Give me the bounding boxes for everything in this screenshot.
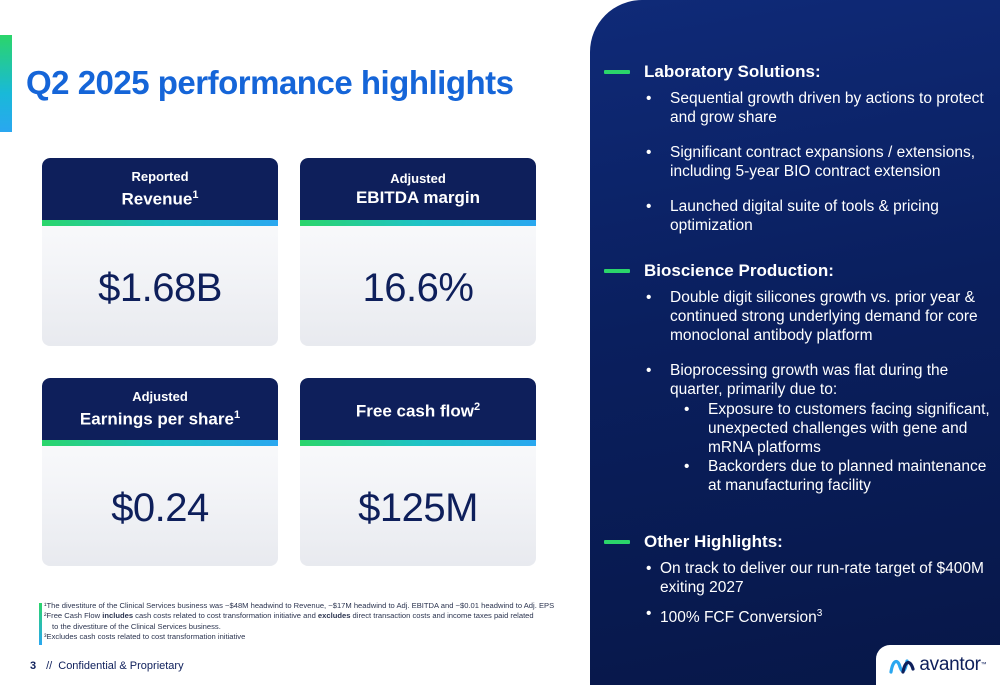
list-item: Significant contract expansions / extens…	[646, 143, 996, 181]
card-label: Earnings per share1	[79, 408, 241, 429]
footnote-3: ³Excludes cash costs related to cost tra…	[44, 632, 246, 642]
footnote-2: ²Free Cash Flow includes cash costs rela…	[44, 611, 534, 621]
logo: avantor ™	[876, 645, 1000, 685]
card-header: Adjusted EBITDA margin	[300, 158, 536, 220]
list-item: Sequential growth driven by actions to p…	[646, 89, 996, 127]
page-title: Q2 2025 performance highlights	[26, 64, 514, 101]
card-ebitda-margin: Adjusted EBITDA margin 16.6%	[300, 158, 536, 346]
page-number: 3	[30, 660, 37, 672]
section-dash	[604, 540, 630, 544]
section-title: Bioscience Production:	[644, 261, 834, 280]
list-item: Bioprocessing growth was flat during the…	[646, 361, 996, 495]
section-title: Other Highlights:	[644, 532, 783, 551]
section-title: Laboratory Solutions:	[644, 62, 821, 81]
list-item: On track to deliver our run-rate target …	[646, 559, 996, 597]
footer-label: Confidential & Proprietary	[58, 660, 184, 672]
section-other-highlights: Other Highlights: On track to deliver ou…	[604, 531, 996, 627]
logo-trademark: ™	[980, 662, 987, 668]
section-dash	[604, 269, 630, 273]
card-value: $1.68B	[98, 266, 222, 310]
sub-list-item: Backorders due to planned maintenance at…	[684, 457, 996, 495]
card-stripe	[42, 220, 278, 226]
card-stripe	[42, 440, 278, 446]
card-value: 16.6%	[362, 266, 474, 310]
footer: 3 // Confidential & Proprietary	[30, 660, 184, 672]
card-free-cash-flow: Free cash flow2 $125M	[300, 378, 536, 566]
list-item: Launched digital suite of tools & pricin…	[646, 197, 996, 235]
logo-text: avantor	[919, 654, 981, 675]
card-label: Revenue1	[121, 188, 199, 209]
card-header: Reported Revenue1	[42, 158, 278, 220]
card-value: $125M	[358, 486, 478, 530]
card-stripe	[300, 440, 536, 446]
card-label: Free cash flow2	[355, 400, 481, 421]
card-header: Free cash flow2	[300, 378, 536, 440]
footnote-2-cont: to the divestiture of the Clinical Servi…	[52, 621, 221, 631]
card-sublabel: Adjusted	[132, 388, 188, 404]
card-revenue: Reported Revenue1 $1.68B	[42, 158, 278, 346]
card-eps: Adjusted Earnings per share1 $0.24	[42, 378, 278, 566]
card-stripe	[300, 220, 536, 226]
card-sublabel: Adjusted	[390, 170, 446, 186]
card-header: Adjusted Earnings per share1	[42, 378, 278, 440]
card-label: EBITDA margin	[355, 187, 481, 207]
sub-list-item: Exposure to customers facing significant…	[684, 400, 996, 457]
footnotes: ¹The divestiture of the Clinical Service…	[39, 601, 584, 645]
section-bioscience-production: Bioscience Production: Double digit sili…	[604, 260, 996, 495]
footnote-accent-bar	[39, 603, 42, 645]
highlights-panel: Laboratory Solutions: Sequential growth …	[590, 0, 1000, 685]
list-item: Double digit silicones growth vs. prior …	[646, 288, 996, 345]
section-laboratory-solutions: Laboratory Solutions: Sequential growth …	[604, 61, 996, 235]
accent-bar	[0, 35, 12, 132]
avantor-logo-icon	[889, 659, 915, 674]
card-value: $0.24	[111, 486, 209, 530]
footer-separator: //	[46, 660, 53, 672]
card-sublabel: Reported	[131, 168, 189, 184]
section-dash	[604, 70, 630, 74]
list-item: 100% FCF Conversion3	[646, 604, 996, 627]
footnote-1: ¹The divestiture of the Clinical Service…	[44, 601, 555, 610]
